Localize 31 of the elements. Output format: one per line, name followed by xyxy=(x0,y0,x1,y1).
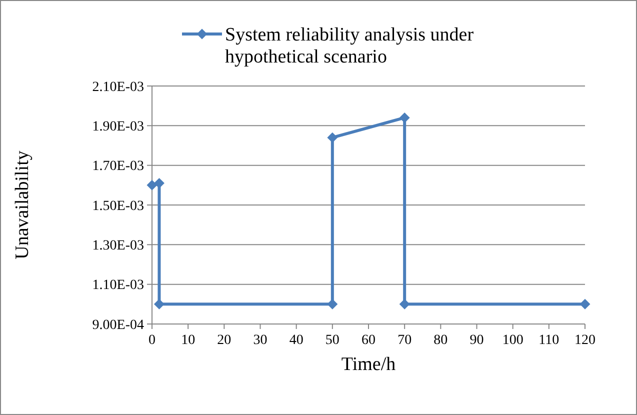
x-tick-label: 40 xyxy=(289,333,304,348)
x-tick-label: 80 xyxy=(434,333,448,348)
y-tick-label: 1.50E-03 xyxy=(92,198,144,214)
point xyxy=(327,132,338,143)
y-tick-label: 1.70E-03 xyxy=(92,159,144,174)
y-tick-label: 1.10E-03 xyxy=(92,278,144,294)
point xyxy=(580,298,590,310)
point xyxy=(154,298,164,310)
y-axis-title: Unavailability xyxy=(12,150,33,260)
y-tick-label: 2.10E-03 xyxy=(92,80,144,95)
x-tick-label: 90 xyxy=(470,333,484,348)
x-tick-label: 120 xyxy=(574,333,596,348)
point xyxy=(399,112,410,123)
x-tick-label: 30 xyxy=(253,333,268,348)
point xyxy=(154,178,164,188)
x-tick-label: 70 xyxy=(398,333,412,348)
point xyxy=(327,298,338,310)
y-tick-label: 1.30E-03 xyxy=(92,238,144,254)
point xyxy=(399,298,410,310)
x-tick-label: 10 xyxy=(181,333,196,348)
x-axis-title: Time/h xyxy=(341,354,396,375)
legend-label: System reliability analysis under hypothetical scenario xyxy=(225,24,474,68)
x-tick-label: 20 xyxy=(217,333,232,348)
point xyxy=(146,180,158,190)
y-tick-label: 9.00E-04 xyxy=(92,318,144,333)
x-tick-label: 60 xyxy=(362,333,376,348)
x-tick-label: 100 xyxy=(502,333,524,348)
x-tick-label: 110 xyxy=(538,333,560,348)
x-tick-label: 0 xyxy=(148,333,156,348)
x-tick-label: 50 xyxy=(325,333,340,348)
y-tick-label: 1.90E-03 xyxy=(92,120,144,135)
